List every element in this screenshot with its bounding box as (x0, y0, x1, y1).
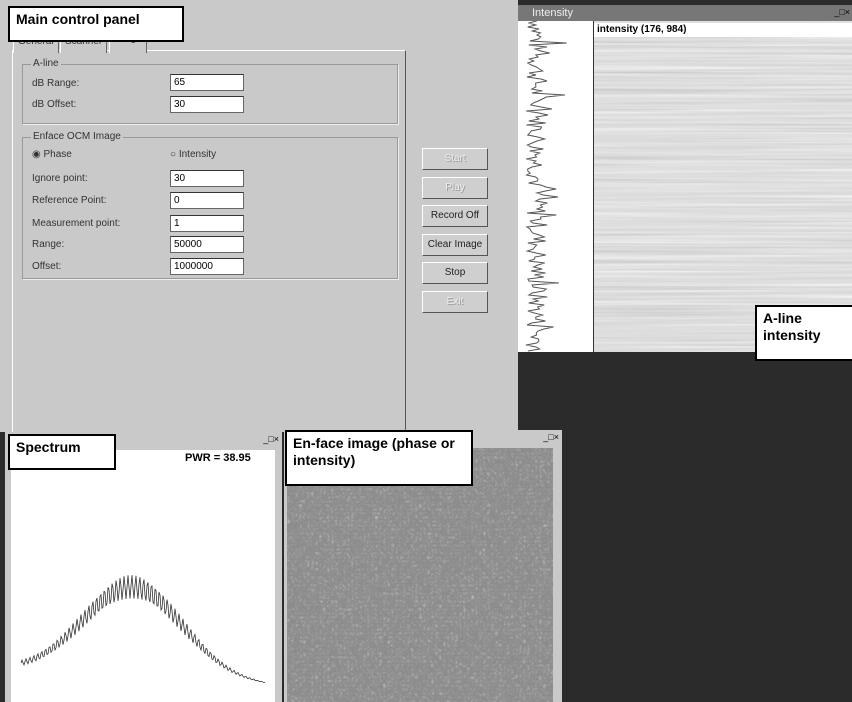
field-label: dB Range: (32, 78, 79, 89)
power-label: PWR = 38.95 (185, 452, 251, 464)
radio-label: Phase (44, 149, 72, 160)
window-buttons[interactable]: _□× (834, 7, 850, 17)
text-field[interactable]: 0 (170, 192, 244, 209)
callout: En-face image (phase or intensity) (285, 430, 473, 486)
callout: Spectrum (8, 434, 116, 470)
enface-image (287, 448, 553, 702)
screen: General Scanner Image A-line dB Range: 6… (0, 0, 852, 702)
spectrum-plot (11, 450, 275, 702)
position-label: intensity (176, 984) (594, 23, 852, 37)
button[interactable]: Record Off (422, 205, 488, 227)
text-field[interactable]: 30 (170, 96, 244, 113)
text-field[interactable]: 1 (170, 215, 244, 232)
callout: A-line intensity (755, 305, 852, 361)
field-label: Offset: (32, 261, 61, 272)
button[interactable]: Start (422, 148, 488, 170)
button[interactable]: Stop (422, 262, 488, 284)
radio-label: Intensity (179, 149, 216, 160)
button[interactable]: Play (422, 177, 488, 199)
field-label: Range: (32, 239, 64, 250)
window-buttons[interactable]: _□× (263, 434, 279, 444)
field-label: Reference Point: (32, 195, 107, 206)
button[interactable]: Exit (422, 291, 488, 313)
image-texture (287, 448, 553, 702)
group-title: Enface OCM Image (31, 131, 123, 142)
plot-area (11, 450, 275, 702)
title-bar: Intensity _□× (518, 5, 852, 21)
window-title: Intensity (532, 7, 573, 19)
text-field[interactable]: 30 (170, 170, 244, 187)
a-line-group: A-line (22, 64, 398, 124)
main-panel: General Scanner Image A-line dB Range: 6… (0, 0, 518, 432)
button[interactable]: Clear Image (422, 234, 488, 256)
intensity-images (518, 21, 852, 352)
radio[interactable]: ◉ Phase (32, 149, 72, 160)
window-buttons[interactable]: _□× (543, 432, 559, 442)
field-label: Ignore point: (32, 173, 88, 184)
intensity-window: Intensity _□× intensity (176, 984) (518, 5, 852, 352)
b-scan-image (594, 21, 852, 352)
a-line-plot (518, 21, 593, 352)
field-label: dB Offset: (32, 99, 76, 110)
spectrum-window: _□× PWR = 38.95 (5, 432, 282, 702)
callout: Main control panel (8, 6, 184, 42)
group-title: A-line (31, 58, 61, 69)
radio[interactable]: ○ Intensity (170, 149, 216, 160)
text-field[interactable]: 50000 (170, 236, 244, 253)
text-field[interactable]: 65 (170, 74, 244, 91)
field-label: Measurement point: (32, 218, 120, 229)
text-field[interactable]: 1000000 (170, 258, 244, 275)
